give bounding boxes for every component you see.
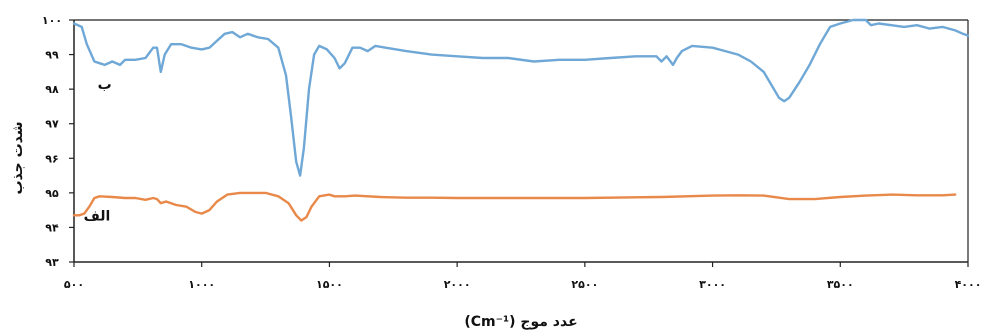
x-tick-label: ۵۰۰	[64, 278, 84, 291]
x-tick-label: ۴۰۰۰	[955, 278, 982, 291]
y-tick-label: ۹۶	[45, 152, 58, 165]
series-group: ب الف	[74, 20, 968, 225]
y-axis-ticks: ۹۳ ۹۴ ۹۵ ۹۶ ۹۷ ۹۸ ۹۹ ۱۰۰	[42, 14, 74, 269]
y-tick-label: ۹۳	[45, 256, 59, 269]
y-tick-label: ۹۷	[45, 118, 59, 131]
x-tick-label: ۱۵۰۰	[316, 278, 343, 291]
x-tick-label: ۳۵۰۰	[827, 278, 854, 291]
x-axis-title: عدد موج (Cm⁻¹)	[464, 314, 577, 330]
plot-area	[74, 20, 968, 262]
x-tick-label: ۲۵۰۰	[571, 278, 598, 291]
y-tick-label: ۹۴	[45, 221, 59, 234]
series-line-1	[74, 193, 955, 221]
x-axis-ticks: ۵۰۰ ۱۰۰۰ ۱۵۰۰ ۲۰۰۰ ۲۵۰۰ ۳۰۰۰ ۳۵۰۰ ۴۰۰۰	[64, 262, 982, 291]
y-tick-label: ۹۸	[45, 83, 59, 96]
y-tick-label: ۱۰۰	[42, 14, 62, 27]
series-label-1: الف	[84, 209, 111, 225]
x-tick-label: ۲۰۰۰	[444, 278, 471, 291]
y-tick-label: ۹۹	[45, 49, 59, 62]
series-label-0: ب	[98, 77, 112, 93]
y-axis-title: شدت جذب	[10, 121, 26, 194]
x-tick-label: ۱۰۰۰	[188, 278, 215, 291]
series-line-0	[74, 20, 968, 176]
y-tick-label: ۹۵	[45, 187, 59, 200]
x-tick-label: ۳۰۰۰	[699, 278, 726, 291]
